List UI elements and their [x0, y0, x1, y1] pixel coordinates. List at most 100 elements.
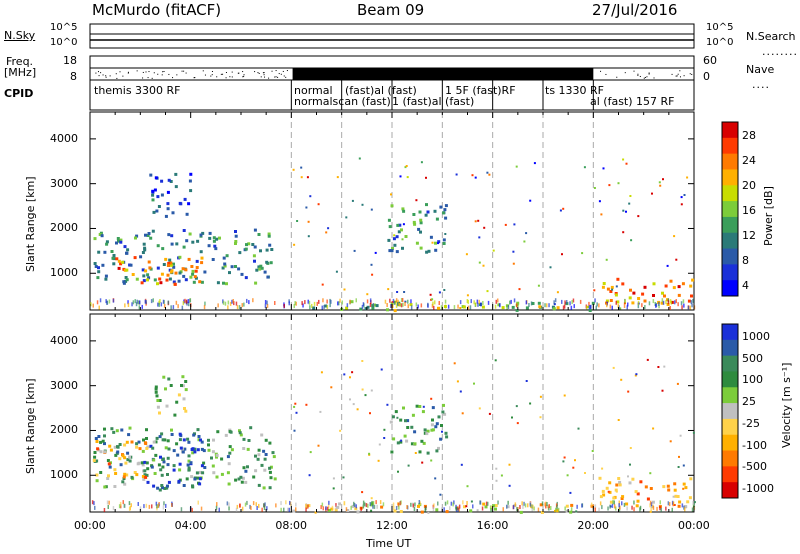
ground-scatter-cell: [191, 507, 193, 512]
range-cell: [478, 407, 481, 410]
nave-dot: [385, 73, 387, 75]
range-cell: [146, 467, 150, 471]
range-cell: [494, 359, 497, 362]
range-cell: [437, 446, 440, 450]
ground-scatter-cell: [562, 305, 565, 310]
range-cell: [167, 377, 171, 381]
range-cell: [143, 460, 147, 464]
range-cell: [430, 459, 433, 462]
range-cell: [268, 470, 272, 474]
range-cell: [445, 510, 449, 514]
nave-dot: [434, 70, 436, 72]
ground-scatter-cell: [367, 503, 369, 508]
nave-dot: [438, 72, 440, 74]
ground-scatter-cell: [392, 502, 395, 507]
range-cell: [225, 254, 229, 258]
range-cell: [112, 430, 116, 434]
range-cell: [189, 461, 193, 465]
range-cell: [273, 477, 277, 481]
range-cell: [629, 195, 632, 197]
range-cell: [103, 427, 106, 431]
range-cell: [293, 405, 296, 408]
range-cell: [158, 277, 162, 281]
range-cell: [152, 458, 156, 462]
range-cell: [267, 234, 271, 238]
ground-scatter-cell: [633, 507, 635, 512]
ground-scatter-cell: [516, 303, 518, 308]
range-cell: [413, 442, 417, 446]
range-cell: [178, 271, 182, 275]
range-cell: [674, 494, 678, 498]
range-cell: [478, 236, 481, 239]
range-cell: [324, 304, 328, 308]
range-cell: [378, 443, 381, 446]
range-cell: [114, 472, 118, 475]
range-cell: [397, 230, 401, 234]
range-cell: [94, 437, 98, 440]
range-cell: [123, 245, 127, 249]
ground-scatter-cell: [261, 507, 263, 512]
nave-dot: [675, 75, 677, 77]
nave-dot: [285, 76, 287, 78]
range-cell: [662, 485, 666, 489]
ground-scatter-cell: [631, 505, 633, 510]
range-cell: [184, 278, 188, 282]
range-cell: [222, 281, 225, 285]
range-cell: [196, 448, 200, 452]
ground-scatter-cell: [329, 298, 331, 303]
ground-scatter-cell: [325, 506, 327, 511]
ground-scatter-cell: [144, 299, 147, 304]
range-cell: [161, 486, 164, 490]
range-cell: [402, 406, 405, 410]
ground-scatter-cell: [693, 503, 695, 507]
range-cell: [415, 241, 419, 245]
range-cell: [425, 432, 429, 436]
range-cell: [269, 476, 273, 480]
range-cell: [511, 305, 515, 309]
nave-dot: [306, 75, 308, 77]
range-cell: [420, 161, 423, 164]
range-cell: [628, 481, 632, 485]
colorbar-tick-label: 1000: [742, 329, 770, 343]
x-tick-label: 00:00: [74, 519, 106, 532]
range-cell: [405, 165, 408, 167]
velocity-ylabel: Slant Range [km]: [24, 378, 37, 474]
range-cell: [94, 265, 98, 268]
range-cell: [622, 231, 625, 234]
range-cell: [126, 248, 130, 252]
range-cell: [591, 450, 594, 452]
nave-dot: [648, 73, 650, 75]
nave-dot: [483, 72, 485, 74]
range-cell: [119, 238, 123, 242]
ground-scatter-cell: [432, 507, 435, 511]
nave-dot: [211, 74, 213, 76]
ground-scatter-cell: [397, 502, 400, 507]
range-cell: [259, 264, 263, 268]
range-cell: [506, 505, 510, 509]
range-cell: [183, 197, 187, 201]
ground-scatter-cell: [407, 299, 409, 304]
ground-scatter-cell: [433, 503, 435, 508]
ground-scatter-cell: [489, 505, 492, 510]
ground-scatter-cell: [510, 299, 512, 304]
range-cell: [577, 427, 580, 430]
range-cell: [637, 297, 641, 300]
ground-scatter-cell: [458, 504, 461, 509]
colorbar-tick-label: 24: [742, 154, 756, 168]
range-cell: [354, 507, 358, 511]
range-cell: [453, 362, 456, 365]
ground-scatter-cell: [346, 303, 349, 308]
range-cell: [317, 203, 320, 206]
ground-scatter-cell: [395, 303, 398, 308]
range-cell: [634, 374, 637, 377]
nave-dot: [558, 75, 560, 77]
range-cell: [669, 279, 673, 283]
ground-scatter-cell: [681, 503, 684, 508]
nave-dot: [342, 77, 344, 79]
ground-scatter-cell: [410, 502, 412, 507]
range-cell: [401, 246, 404, 250]
range-cell: [461, 412, 464, 415]
nave-dot: [162, 71, 164, 73]
ground-scatter-cell: [123, 503, 126, 508]
range-cell: [486, 171, 489, 174]
